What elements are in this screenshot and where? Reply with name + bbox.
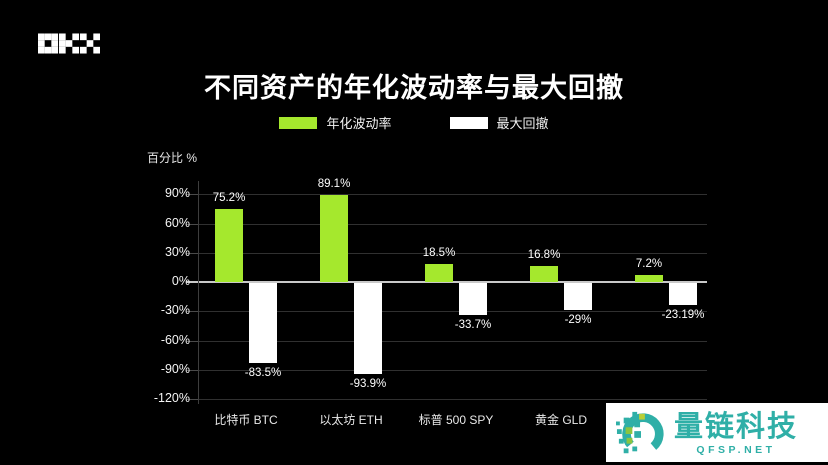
value-label-drawdown-4: -23.19% — [661, 309, 705, 321]
bar-volatility-0 — [215, 209, 243, 282]
zero-axis-line — [198, 281, 707, 283]
chart-legend: 年化波动率 最大回撤 — [0, 113, 828, 132]
tick-mark-0 — [186, 281, 198, 283]
value-label-volatility-0: 75.2% — [212, 192, 246, 204]
legend-swatch-volatility — [279, 116, 318, 129]
bar-drawdown-1 — [354, 283, 382, 374]
category-label-3: 黄金 GLD — [534, 413, 588, 427]
watermark-text: 量链科技 QFSP.NET — [674, 410, 799, 457]
category-label-2: 标普 500 SPY — [418, 413, 494, 427]
tick-mark--90 — [186, 370, 198, 371]
bar-volatility-1 — [320, 195, 348, 282]
bar-volatility-3 — [530, 266, 558, 282]
bar-volatility-4 — [635, 275, 663, 282]
bar-volatility-2 — [425, 264, 453, 282]
value-label-drawdown-0: -83.5% — [244, 367, 282, 379]
tick-label-90: 90% — [164, 186, 190, 200]
gridline-90 — [198, 194, 707, 195]
legend-item-volatility: 年化波动率 — [279, 113, 392, 132]
gridline--120 — [198, 399, 707, 400]
y-axis-unit-label: 百分比 % — [147, 151, 198, 165]
value-label-volatility-3: 16.8% — [527, 249, 561, 261]
tick-label-60: 60% — [164, 216, 190, 230]
gridline--90 — [198, 370, 707, 371]
tick-label--60: -60% — [160, 333, 190, 347]
chart-title: 不同资产的年化波动率与最大回撤 — [204, 73, 624, 103]
tick-mark--60 — [186, 341, 198, 342]
tick-label--90: -90% — [160, 362, 190, 376]
value-label-drawdown-1: -93.9% — [349, 378, 387, 390]
gridline--60 — [198, 341, 707, 342]
gridline-60 — [198, 224, 707, 225]
y-axis-line — [198, 181, 199, 404]
watermark-logo-icon — [616, 411, 664, 455]
value-label-volatility-4: 7.2% — [635, 258, 663, 270]
bar-drawdown-0 — [249, 283, 277, 363]
tick-label-0: 0% — [171, 274, 190, 288]
tick-label--30: -30% — [160, 303, 190, 317]
tick-mark-60 — [186, 224, 198, 225]
legend-swatch-drawdown — [449, 116, 488, 129]
tick-mark-30 — [186, 253, 198, 254]
tick-label-30: 30% — [164, 245, 190, 259]
bar-drawdown-4 — [669, 283, 697, 305]
value-label-drawdown-3: -29% — [564, 314, 592, 326]
category-label-0: 比特币 BTC — [214, 413, 278, 427]
gridline--30 — [198, 311, 707, 312]
watermark-name: 量链科技 — [674, 410, 799, 443]
tick-mark--30 — [186, 311, 198, 312]
okx-logo-icon — [38, 33, 100, 54]
bar-drawdown-2 — [459, 283, 487, 315]
legend-item-drawdown: 最大回撤 — [449, 113, 549, 132]
tick-mark--120 — [186, 399, 198, 400]
tick-mark-90 — [186, 194, 198, 195]
value-label-drawdown-2: -33.7% — [454, 319, 492, 331]
legend-label-volatility: 年化波动率 — [326, 116, 392, 131]
watermark: 量链科技 QFSP.NET — [606, 403, 828, 465]
gridline-30 — [198, 253, 707, 254]
bottom-edge-strip — [0, 462, 828, 465]
legend-label-drawdown: 最大回撤 — [496, 116, 549, 131]
value-label-volatility-1: 89.1% — [317, 178, 351, 190]
tick-label--120: -120% — [153, 391, 190, 405]
bar-drawdown-3 — [564, 283, 592, 310]
value-label-volatility-2: 18.5% — [422, 247, 456, 259]
watermark-site: QFSP.NET — [696, 444, 776, 457]
category-label-1: 以太坊 ETH — [319, 413, 383, 427]
